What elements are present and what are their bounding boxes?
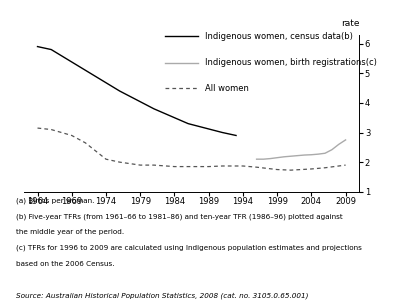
Text: (b) Five-year TFRs (from 1961–66 to 1981–86) and ten-year TFR (1986–96) plotted : (b) Five-year TFRs (from 1961–66 to 1981… (16, 214, 343, 220)
Text: Source: Australian Historical Population Statistics, 2008 (cat. no. 3105.0.65.00: Source: Australian Historical Population… (16, 292, 308, 299)
Text: the middle year of the period.: the middle year of the period. (16, 229, 124, 235)
Text: (c) TFRs for 1996 to 2009 are calculated using Indigenous population estimates a: (c) TFRs for 1996 to 2009 are calculated… (16, 245, 362, 252)
Text: Indigenous women, birth registrations(c): Indigenous women, birth registrations(c) (205, 59, 377, 68)
Text: All women: All women (205, 84, 249, 93)
Text: based on the 2006 Census.: based on the 2006 Census. (16, 261, 114, 267)
Text: (a) Births per woman.: (a) Births per woman. (16, 198, 94, 204)
Text: rate: rate (341, 19, 359, 28)
Text: Indigenous women, census data(b): Indigenous women, census data(b) (205, 32, 353, 41)
